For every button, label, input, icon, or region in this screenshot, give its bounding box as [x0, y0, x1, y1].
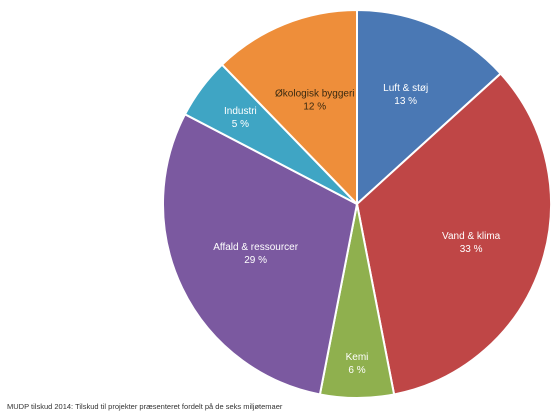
slice-name-label: Industri [224, 106, 257, 117]
slice-value-label: 29 % [244, 255, 267, 266]
slice-name-label: Økologisk byggeri [275, 89, 354, 100]
pie-slice [162, 112, 359, 396]
pie-chart-svg: Luft & støj 13 % Vand & klima 33 % Kemi 6 % Af… [162, 8, 552, 399]
chart-caption: MUDP tilskud 2014: Tilskud til projekter… [7, 402, 283, 411]
slice-value-label: 33 % [460, 244, 483, 255]
slice-name-label: Luft & støj [383, 83, 428, 94]
slice-name-label: Affald & ressourcer [213, 242, 299, 253]
pie-slice [356, 8, 503, 207]
slice-value-label: 12 % [303, 102, 326, 113]
slice-name-label: Kemi [346, 352, 369, 363]
slice-value-label: 6 % [348, 365, 365, 376]
slice-value-label: 5 % [232, 119, 249, 130]
pie-slice [220, 8, 358, 207]
slice-value-label: 13 % [394, 96, 417, 107]
pie-slice [355, 72, 552, 396]
slice-name-label: Vand & klima [442, 231, 501, 242]
